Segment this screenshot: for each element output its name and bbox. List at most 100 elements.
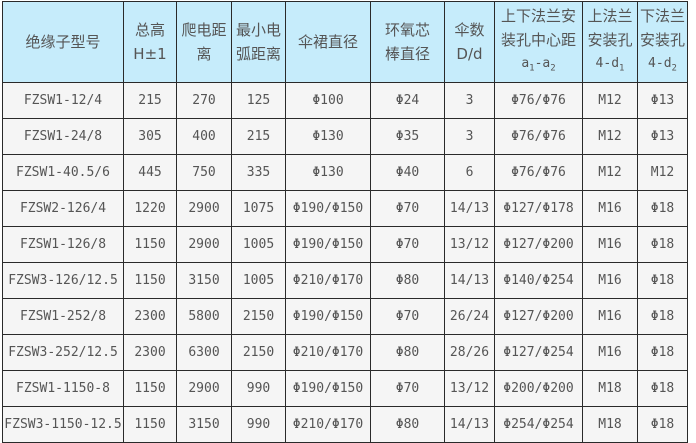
table-cell: Φ76/Φ76 — [494, 154, 583, 191]
table-cell: M16 — [582, 190, 638, 227]
table-cell: 2900 — [176, 370, 232, 407]
table-cell: 3150 — [176, 406, 232, 443]
table-cell: 5800 — [176, 298, 232, 335]
table-cell: Φ210/Φ170 — [285, 406, 371, 443]
table-row: FZSW3-252/12.5 2300 6300 2150 Φ210/Φ170 Φ80 28… — [2, 334, 688, 371]
table-cell: Φ13 — [637, 118, 688, 155]
table-cell: Φ130 — [285, 118, 371, 155]
table-row: FZSW1-252/8 2300 5800 2150 Φ190/Φ150 Φ70 26/24… — [2, 298, 688, 335]
table-cell: M16 — [582, 334, 638, 371]
table-cell: Φ127/Φ200 — [494, 226, 583, 263]
table-cell: 750 — [176, 154, 232, 191]
header-line: 4-d1 — [595, 55, 625, 74]
table-cell: FZSW3-126/12.5 — [2, 262, 124, 299]
table-row: FZSW1-1150-8 1150 2900 990 Φ190/Φ150 Φ70 13/12… — [2, 370, 688, 407]
table-cell: 2300 — [123, 298, 177, 335]
header-line: 安装孔 — [639, 30, 685, 49]
table-cell: 2900 — [176, 226, 232, 263]
table-cell: FZSW1-24/8 — [2, 118, 124, 155]
table-cell: Φ18 — [637, 406, 688, 443]
table-cell: 2900 — [176, 190, 232, 227]
table-cell: Φ18 — [637, 298, 688, 335]
header-line: 上法兰 — [587, 6, 633, 25]
table-cell: Φ76/Φ76 — [494, 118, 583, 155]
table-row: FZSW1-40.5/6 445 750 335 Φ130 Φ40 6 Φ76/Φ76 M12 M… — [2, 154, 688, 191]
column-header: 伞裙直径 — [285, 1, 371, 83]
header-line: 安装孔 — [587, 30, 633, 49]
table-cell: Φ210/Φ170 — [285, 262, 371, 299]
column-header: 伞数 D/d — [444, 1, 495, 83]
table-cell: 445 — [123, 154, 177, 191]
header-line: 伞数 — [454, 21, 485, 39]
table-cell: 1150 — [123, 262, 177, 299]
table-cell: M18 — [582, 406, 638, 443]
header-line: 上下法兰安 — [500, 6, 576, 25]
header-line: 装孔中心距 — [500, 30, 576, 49]
table-cell: 14/13 — [444, 190, 495, 227]
table-cell: Φ18 — [637, 370, 688, 407]
table-cell: Φ127/Φ178 — [494, 190, 583, 227]
table-cell: Φ70 — [370, 190, 445, 227]
table-cell: FZSW1-252/8 — [2, 298, 124, 335]
table-row: FZSW1-24/8 305 400 215 Φ130 Φ35 3 Φ76/Φ76 M12 Φ13 — [2, 118, 688, 155]
table-cell: 2150 — [231, 298, 286, 335]
table-cell: 1150 — [123, 226, 177, 263]
table-cell: Φ18 — [637, 334, 688, 371]
table-cell: Φ40 — [370, 154, 445, 191]
table-cell: Φ70 — [370, 370, 445, 407]
table-cell: Φ76/Φ76 — [494, 82, 583, 119]
header-line: a1-a2 — [521, 55, 556, 74]
table-cell: M12 — [637, 154, 688, 191]
table-cell: M16 — [582, 226, 638, 263]
table-cell: Φ18 — [637, 226, 688, 263]
table-cell: FZSW1-40.5/6 — [2, 154, 124, 191]
header-line: 离 — [196, 45, 212, 63]
column-header: 总高 H±1 — [123, 1, 177, 83]
table-cell: 3 — [444, 118, 495, 155]
header-line: 绝缘子型号 — [25, 33, 101, 51]
table-cell: 335 — [231, 154, 286, 191]
column-header: 绝缘子型号 — [2, 1, 124, 83]
table-cell: FZSW1-126/8 — [2, 226, 124, 263]
table-cell: 3 — [444, 82, 495, 119]
table-cell: Φ127/Φ254 — [494, 334, 583, 371]
table-cell: M16 — [582, 298, 638, 335]
column-header: 最小电 弧距离 — [231, 1, 286, 83]
table-cell: 1005 — [231, 226, 286, 263]
table-cell: FZSW1-12/4 — [2, 82, 124, 119]
table-cell: 1220 — [123, 190, 177, 227]
table-cell: 26/24 — [444, 298, 495, 335]
table-cell: FZSW1-1150-8 — [2, 370, 124, 407]
header-line: 下法兰 — [639, 6, 685, 25]
table-row: FZSW3-1150-12.5 1150 3150 990 Φ210/Φ170 Φ80 14… — [2, 406, 688, 443]
table-cell: Φ80 — [370, 262, 445, 299]
table-cell: Φ24 — [370, 82, 445, 119]
table-cell: FZSW3-252/12.5 — [2, 334, 124, 371]
header-row: 绝缘子型号 总高 H±1 爬电距离最小电 弧距离 伞裙直径 环氧芯 棒直径 伞数 D/d 上下法兰安… — [2, 1, 688, 83]
table-cell: M18 — [582, 370, 638, 407]
header-line: 弧距离 — [235, 45, 281, 63]
table-cell: 1150 — [123, 406, 177, 443]
table-cell: Φ190/Φ150 — [285, 226, 371, 263]
table-cell: Φ35 — [370, 118, 445, 155]
table-cell: Φ70 — [370, 226, 445, 263]
header-line: 总高 — [134, 21, 165, 39]
table-cell: Φ100 — [285, 82, 371, 119]
table-cell: M12 — [582, 82, 638, 119]
column-header: 下法兰 安装孔 4-d2 — [637, 1, 688, 83]
table-cell: 1075 — [231, 190, 286, 227]
table-row: FZSW3-126/12.5 1150 3150 1005 Φ210/Φ170 Φ80 14… — [2, 262, 688, 299]
table-cell: FZSW2-126/4 — [2, 190, 124, 227]
header-line: D/d — [456, 45, 483, 63]
table-cell: Φ13 — [637, 82, 688, 119]
table-cell: Φ190/Φ150 — [285, 190, 371, 227]
header-line: 环氧芯 — [384, 21, 430, 39]
table-cell: Φ190/Φ150 — [285, 370, 371, 407]
table-cell: 990 — [231, 406, 286, 443]
header-line: 爬电距 — [181, 21, 227, 39]
table-cell: 400 — [176, 118, 232, 155]
table-cell: Φ130 — [285, 154, 371, 191]
table-cell: M12 — [582, 154, 638, 191]
table-cell: 1005 — [231, 262, 286, 299]
